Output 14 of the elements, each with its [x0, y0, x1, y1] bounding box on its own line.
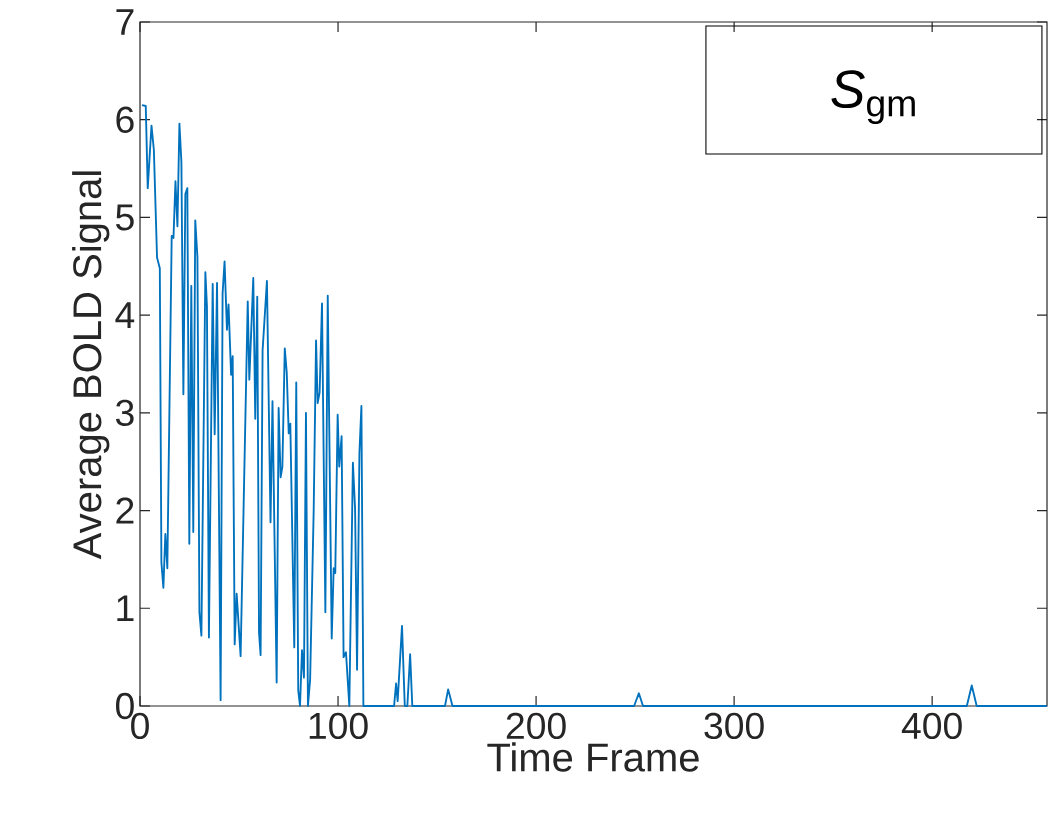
- y-tick-label: 2: [116, 497, 134, 524]
- y-tick-label: 7: [116, 9, 134, 35]
- y-tick-label: 5: [116, 204, 134, 231]
- x-tick-label: 200: [506, 712, 566, 740]
- x-tick-label: 400: [901, 712, 962, 740]
- x-axis-title: Time Frame: [487, 742, 699, 772]
- y-tick-label: 3: [115, 399, 134, 427]
- y-tick-label: 6: [116, 106, 134, 133]
- x-tick-label: 300: [704, 712, 764, 740]
- y-axis-title: Average BOLD Signal: [72, 171, 110, 560]
- text: S$_{gm}$: [831, 70, 915, 124]
- y-tick-label: 1: [117, 595, 134, 622]
- x-tick-label: 100: [309, 712, 368, 740]
- y-tick-label: 4: [115, 302, 135, 328]
